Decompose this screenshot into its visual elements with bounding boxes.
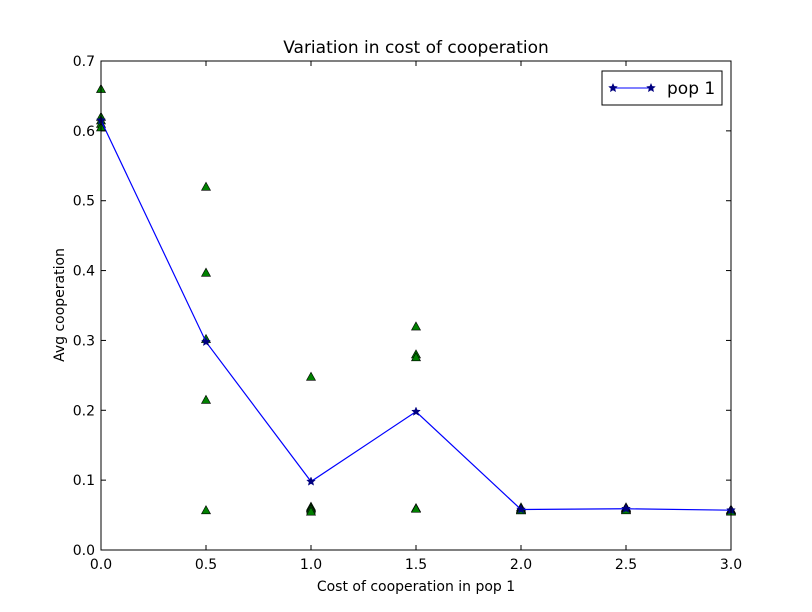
y-tick-label: 0.7 [73,54,95,70]
y-axis: 0.0 0.1 0.2 0.3 0.4 0.5 0.6 0.7 [73,54,731,559]
y-tick-label: 0.2 [73,403,95,419]
scatter-point [200,181,212,191]
legend-star-marker [646,82,656,93]
scatter-point [305,506,317,516]
line-point [306,476,316,486]
line-point [201,336,211,347]
line-point [621,503,631,513]
scatter-point [200,267,212,277]
scatter-point [200,394,212,404]
line-point [516,504,526,514]
x-axis-label: Cost of cooperation in pop 1 [317,579,515,595]
y-axis-label: Avg cooperation [52,248,68,362]
x-tick-label: 2.0 [510,557,532,573]
legend-label-pop-1: pop 1 [667,79,715,99]
y-tick-label: 0.0 [73,543,95,559]
scatter-point [200,505,212,515]
x-tick-label: 0.0 [90,557,112,573]
x-tick-label: 1.5 [405,557,427,573]
chart-title: Variation in cost of cooperation [283,38,549,58]
y-tick-label: 0.6 [73,124,95,140]
legend: pop 1 [601,70,723,106]
x-tick-label: 3.0 [720,557,742,573]
y-tick-label: 0.4 [73,264,95,280]
scatter-point [410,503,422,513]
x-tick-label: 1.0 [300,557,322,573]
x-tick-label: 2.5 [615,557,637,573]
scatter-point [305,371,317,381]
line-point [411,406,421,416]
legend-markers [608,82,656,93]
scatter-point [410,321,422,331]
y-tick-label: 0.5 [73,194,95,210]
y-tick-label: 0.1 [73,473,95,489]
x-tick-label: 0.5 [195,557,217,573]
x-axis: 0.0 0.5 1.0 1.5 2.0 2.5 3.0 [90,61,742,573]
y-tick-label: 0.3 [73,333,95,349]
legend-star-marker [608,82,618,93]
scatter-point [410,352,422,362]
